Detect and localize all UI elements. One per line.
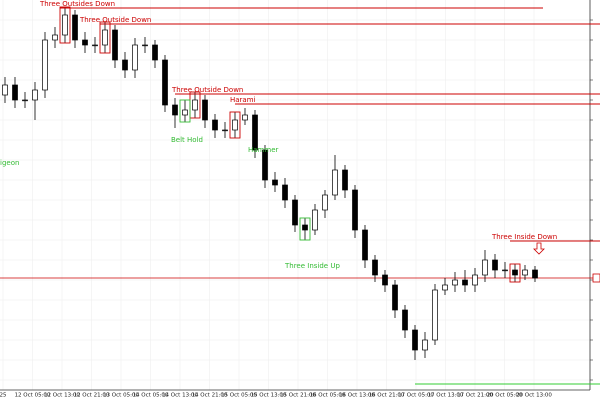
x-tick-label: 14 Oct 21:00: [192, 393, 228, 399]
pattern-label: Harami: [230, 96, 256, 104]
candle-body: [222, 129, 228, 132]
candle-body: [122, 59, 128, 71]
pattern-box: [229, 111, 241, 139]
candle-body: [112, 29, 118, 61]
pattern-box: [99, 21, 111, 54]
candle-body: [12, 84, 18, 101]
candle-body: [282, 184, 288, 201]
candle-body: [2, 84, 8, 96]
candle-body: [352, 189, 358, 231]
x-tick-label: 15 Oct 05:00: [221, 393, 257, 399]
candle-body: [212, 119, 218, 131]
candle-body: [412, 329, 418, 351]
x-tick-label: 12 Oct 21:00: [74, 393, 110, 399]
pattern-label: Three Outside Down: [171, 86, 243, 94]
pattern-label: Three Inside Down: [491, 233, 557, 241]
candle-body: [362, 229, 368, 261]
candle-body: [52, 34, 58, 41]
candle-body: [32, 89, 38, 101]
candle-body: [392, 284, 398, 311]
candle-body: [72, 14, 78, 41]
arrow: [533, 242, 545, 255]
candle-body: [342, 169, 348, 191]
x-tick-label: 14 Oct 05:00: [133, 393, 169, 399]
candle-body: [82, 39, 88, 46]
candle-body: [302, 224, 308, 231]
x-tick-label: 12 Oct 05:00: [15, 393, 51, 399]
candle-body: [292, 199, 298, 226]
x-tick-label: 16 Oct 21:00: [369, 393, 405, 399]
candle-body: [462, 279, 468, 286]
candle-body: [322, 194, 328, 211]
candle-body: [192, 99, 198, 111]
candle-body: [152, 44, 158, 61]
x-tick-label: 13 Oct 05:00: [103, 393, 139, 399]
pattern-box: [179, 99, 191, 123]
x-tick-label: 15 Oct 13:00: [251, 393, 287, 399]
pattern-label-bull: igeon: [0, 159, 19, 167]
candle-body: [482, 259, 488, 276]
candle-body: [172, 104, 178, 116]
x-tick-label: 17 Oct 21:00: [457, 393, 493, 399]
candle-body: [22, 99, 28, 102]
pattern-box: [299, 217, 311, 241]
candle-body: [402, 309, 408, 331]
x-tick-label: 25: [0, 393, 7, 399]
pattern-label: Three Outsides Down: [39, 0, 115, 8]
x-tick-label: 16 Oct 05:00: [310, 393, 346, 399]
candle-body: [442, 284, 448, 291]
candle-body: [382, 274, 388, 286]
candle-body: [522, 269, 528, 276]
candle-body: [252, 114, 258, 151]
candle-body: [332, 169, 338, 196]
candle-body: [42, 39, 48, 91]
x-tick-label: 15 Oct 21:00: [280, 393, 316, 399]
candle-body: [432, 289, 438, 341]
candle-body: [142, 44, 148, 47]
candle-body: [232, 119, 238, 131]
candle-body: [372, 259, 378, 276]
pattern-label-bull: Three Inside Up: [284, 262, 340, 270]
candle-body: [62, 14, 68, 36]
x-tick-label: 20 Oct 13:00: [516, 393, 552, 399]
candle-body: [532, 269, 538, 279]
candle-body: [512, 269, 518, 276]
candle-body: [422, 339, 428, 351]
x-tick-label: 17 Oct 13:00: [428, 393, 464, 399]
candle-body: [92, 44, 98, 47]
pattern-box: [509, 263, 521, 283]
candle-body: [452, 279, 458, 286]
candle-body: [102, 29, 108, 46]
candle-body: [472, 274, 478, 286]
candle-body: [492, 259, 498, 271]
pattern-label-bull: Belt Hold: [171, 136, 203, 144]
x-tick-label: 17 Oct 05:00: [398, 393, 434, 399]
x-tick-label: 16 Oct 13:00: [339, 393, 375, 399]
x-tick-label: 20 Oct 05:00: [487, 393, 523, 399]
candle-body: [262, 149, 268, 181]
candle-body: [272, 179, 278, 186]
x-tick-label: 12 Oct 13:00: [44, 393, 80, 399]
x-tick-label: 14 Oct 13:00: [162, 393, 198, 399]
pattern-label: Three Outside Down: [79, 16, 151, 24]
candle-body: [132, 44, 138, 71]
candle-body: [502, 269, 508, 272]
candle-body: [202, 99, 208, 121]
candle-body: [182, 109, 188, 116]
candle-body: [242, 114, 248, 121]
pattern-box: [59, 6, 71, 44]
candle-body: [312, 209, 318, 231]
pattern-label-bull: Hammer: [248, 146, 278, 154]
candle-body: [162, 59, 168, 106]
price-tag: [592, 273, 600, 283]
